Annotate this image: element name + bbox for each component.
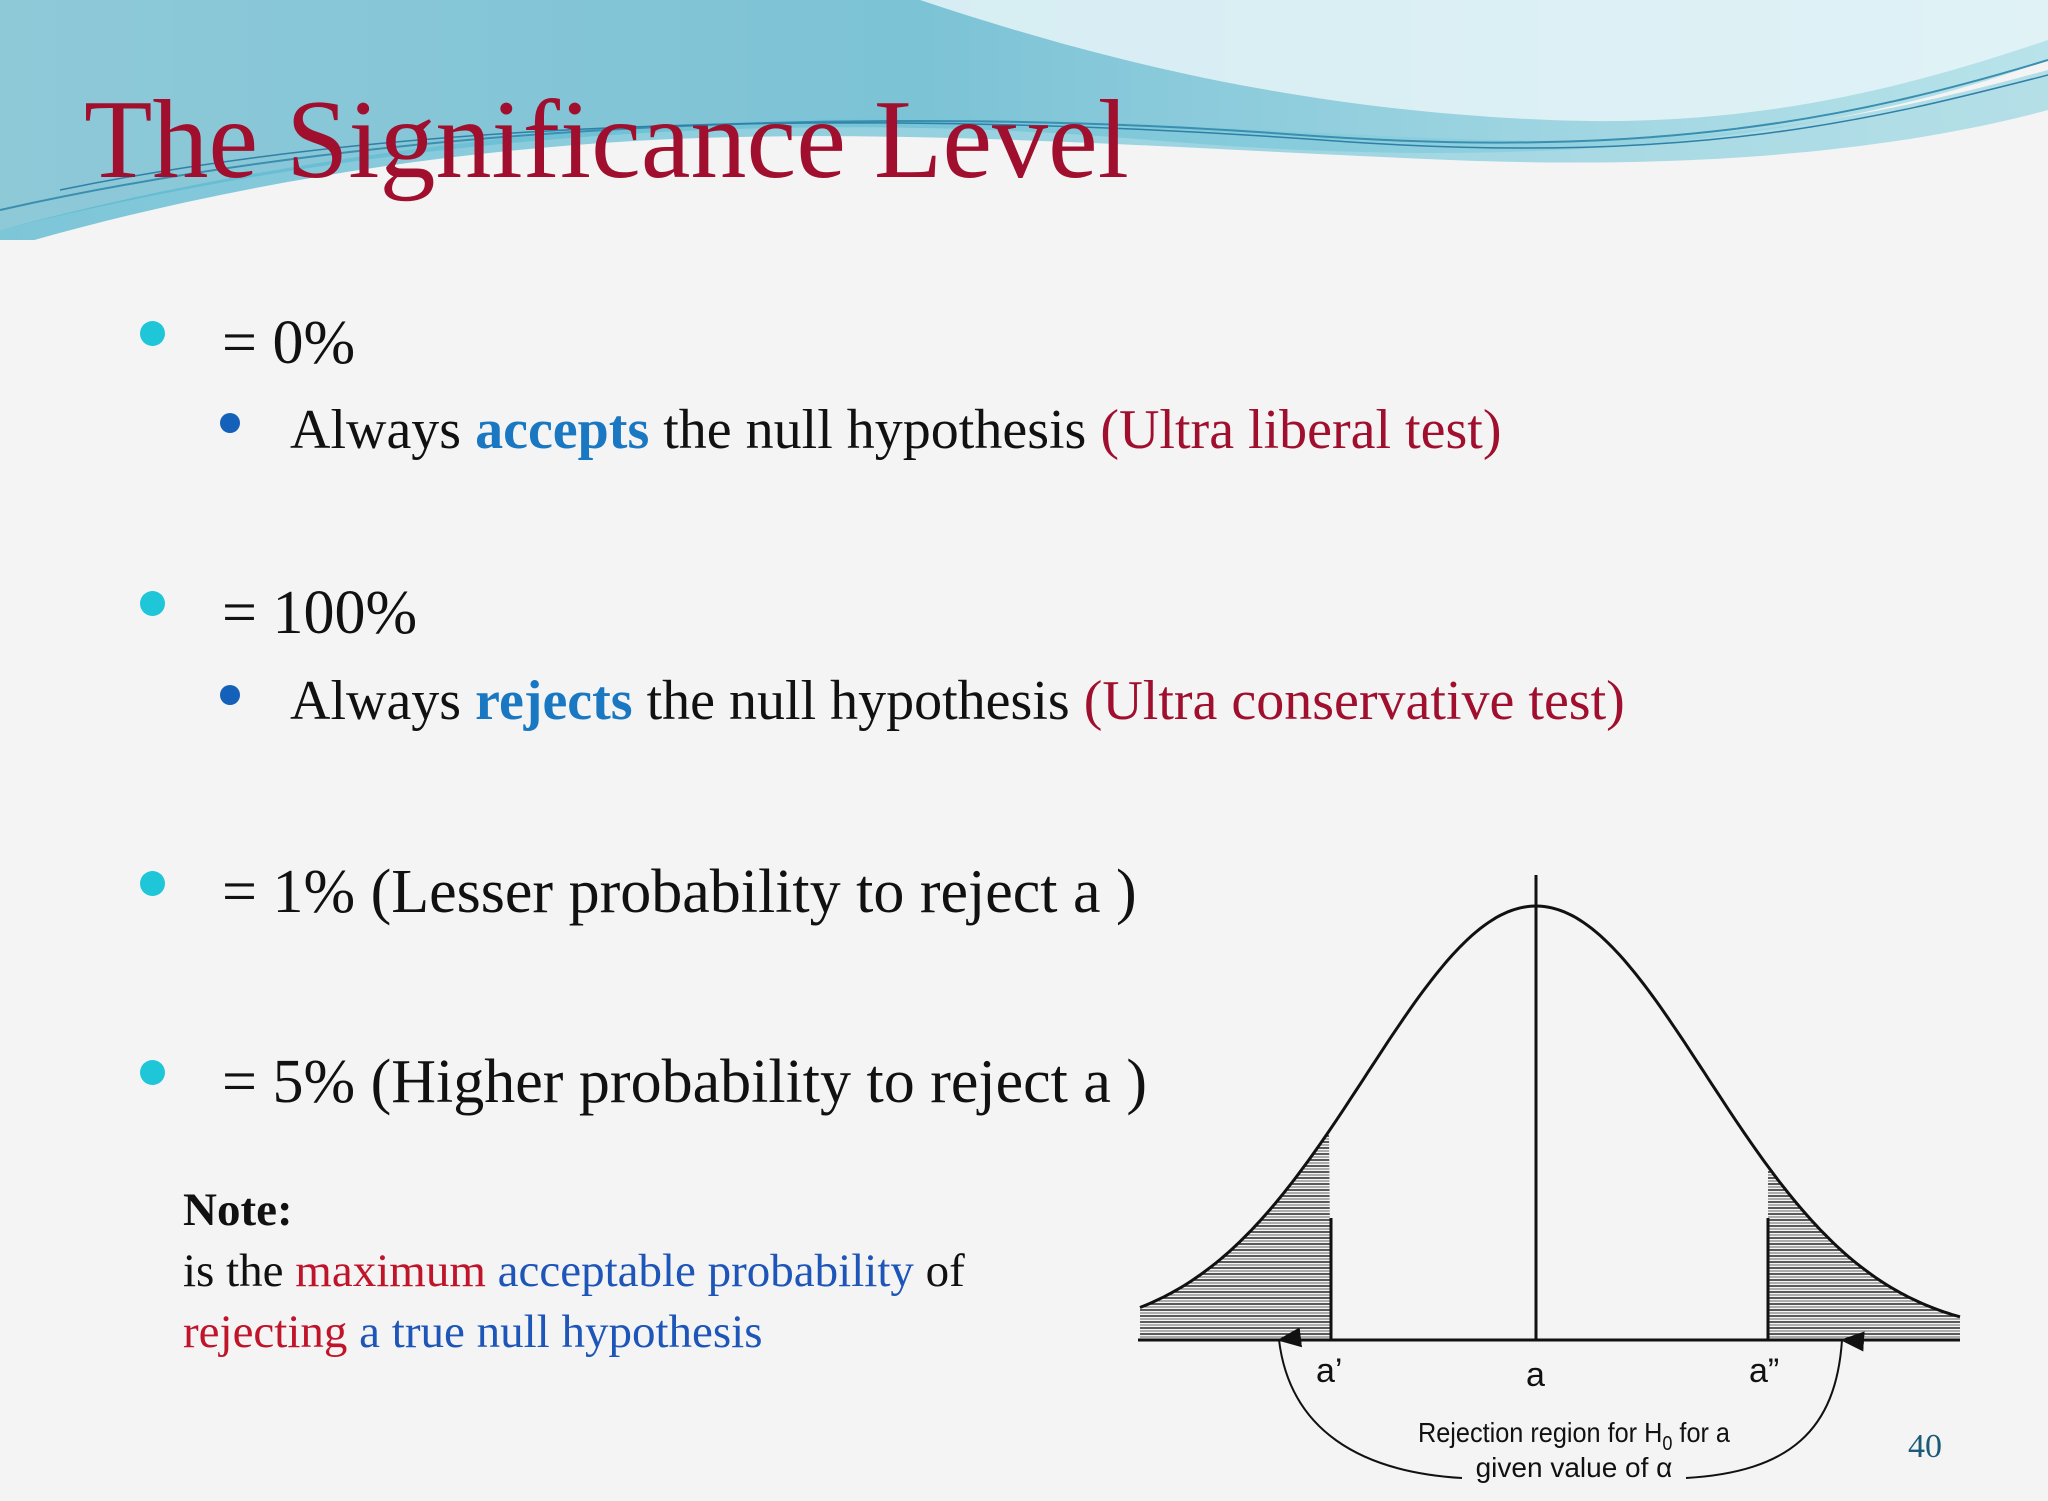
note-heading: Note: bbox=[183, 1184, 293, 1236]
slide-title: The Significance Level bbox=[84, 78, 1129, 202]
ultra-liberal-tag: (Ultra liberal test) bbox=[1100, 399, 1502, 461]
normal-distribution-curve bbox=[1139, 904, 1961, 1319]
rejection-arrow-right bbox=[1685, 1331, 1865, 1479]
bullet-alpha-100: = 100% bbox=[222, 579, 418, 647]
bullet-dot-icon bbox=[140, 1060, 165, 1085]
sub-bullet-accepts: Always accepts the null hypothesis (Ultr… bbox=[290, 399, 1502, 461]
note-box: Note: is the maximum acceptable probabil… bbox=[183, 1180, 965, 1363]
bullet-alpha-0: = 0% bbox=[222, 309, 356, 377]
rejection-region-right bbox=[1768, 1166, 1960, 1340]
diagram-caption-line-1: Rejection region for H0 for a bbox=[1418, 1417, 1730, 1455]
emphasis-accepts: accepts bbox=[475, 399, 650, 461]
label-a-prime: a’ bbox=[1316, 1352, 1342, 1390]
bullet-dot-icon bbox=[140, 591, 165, 616]
label-a-double-prime: a” bbox=[1749, 1352, 1779, 1390]
bullet-dot-icon bbox=[140, 871, 165, 896]
ultra-conservative-tag: (Ultra conservative test) bbox=[1083, 670, 1625, 732]
page-number: 40 bbox=[1908, 1428, 1942, 1465]
rejection-region-left bbox=[1140, 1131, 1331, 1340]
header-wave-decoration bbox=[0, 0, 2048, 240]
note-line-2: rejecting a true null hypothesis bbox=[183, 1306, 763, 1358]
bullet-alpha-1: = 1% (Lesser probability to reject a ) bbox=[222, 858, 1137, 926]
bullet-alpha-5: = 5% (Higher probability to reject a ) bbox=[222, 1048, 1148, 1116]
note-line-1: is the maximum acceptable probability of bbox=[183, 1245, 965, 1297]
sub-bullet-dot-icon bbox=[220, 685, 240, 705]
label-a: a bbox=[1526, 1356, 1545, 1394]
sub-bullet-dot-icon bbox=[220, 413, 240, 433]
rejection-arrow-left bbox=[1277, 1327, 1463, 1479]
bullet-dot-icon bbox=[140, 321, 165, 346]
sub-bullet-rejects: Always rejects the null hypothesis (Ultr… bbox=[290, 670, 1625, 732]
diagram-caption-line-2: given value of α bbox=[1476, 1452, 1673, 1483]
emphasis-rejects: rejects bbox=[475, 670, 633, 732]
